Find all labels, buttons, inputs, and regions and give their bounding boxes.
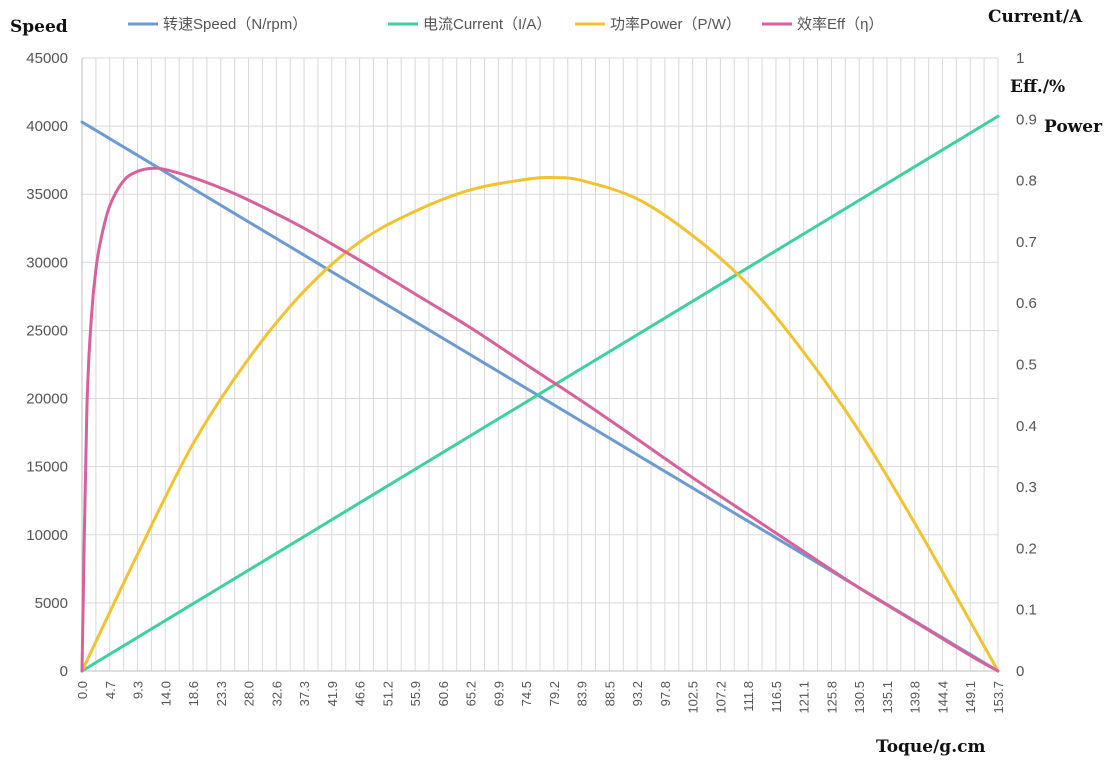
x-tick-label: 139.8 [908,681,923,714]
x-tick-label: 32.6 [269,681,284,706]
legend-label: 电流Current（I/A） [423,16,551,33]
legend-item-speed: 转速Speed（N/rpm） [128,16,307,33]
x-tick-label: 121.1 [797,681,812,714]
legend-label: 转速Speed（N/rpm） [163,16,307,33]
y-tick-label-right: 0.7 [1016,234,1037,251]
y-tick-label-right: 0.4 [1016,418,1037,435]
x-tick-label: 46.6 [353,681,368,706]
x-tick-label: 18.6 [186,681,201,706]
x-tick-label: 149.1 [963,681,978,714]
x-tick-label: 9.3 [131,681,146,699]
y-tick-label-right: 0.6 [1016,295,1037,312]
legend-label: 效率Eff（η） [797,16,883,33]
x-tick-label: 65.2 [464,681,479,706]
y-axis-right-title-power: Power [1044,117,1103,137]
x-tick-label: 14.0 [158,681,173,706]
x-tick-label: 69.9 [491,681,506,706]
y-tick-label-left: 45000 [26,50,68,67]
y-tick-label-right: 1 [1016,50,1024,67]
x-tick-label: 0.0 [75,681,90,699]
series-lines [80,114,1000,673]
x-tick-label: 111.8 [741,681,756,712]
legend-item-power: 功率Power（P/W） [575,16,741,33]
x-tick-label: 51.2 [380,681,395,706]
series-power-line [80,175,1000,673]
x-axis-title: Toque/g.cm [876,737,985,757]
y-axis-right-title-eff: Eff./% [1010,77,1065,97]
x-tick-label: 23.3 [214,681,229,706]
tick-labels: 0 5000 10000 15000 20000 25000 30000 35000 40000… [26,50,1037,714]
y-axis-left-title: Speed [10,17,68,37]
x-tick-label: 55.9 [408,681,423,706]
y-tick-label-left: 30000 [26,254,68,271]
legend-item-current: 电流Current（I/A） [388,16,551,33]
x-tick-label: 144.4 [935,681,950,714]
y-axis-right-title-current: Current/A [988,7,1083,27]
grid-lines [82,57,999,671]
legend: 转速Speed（N/rpm） 电流Current（I/A） 功率Power（P/W）… [128,16,883,33]
y-tick-label-left: 0 [60,663,68,680]
y-tick-label-right: 0.3 [1016,479,1037,496]
y-tick-label-left: 35000 [26,186,68,203]
series-eff-line [80,166,1000,673]
x-tick-label: 4.7 [103,681,118,699]
y-tick-label-left: 40000 [26,118,68,135]
x-tick-label: 93.2 [630,681,645,706]
y-tick-label-right: 0.8 [1016,173,1037,190]
x-tick-label: 28.0 [242,681,257,706]
y-tick-label-left: 5000 [35,595,68,612]
x-tick-label: 41.9 [325,681,340,706]
x-tick-label: 60.6 [436,681,451,706]
y-tick-label-right: 0.9 [1016,111,1037,128]
x-tick-label: 135.1 [880,681,895,714]
y-tick-label-right: 0.1 [1016,602,1037,619]
y-tick-label-left: 10000 [26,527,68,544]
y-tick-label-left: 20000 [26,391,68,408]
x-tick-label: 88.5 [602,681,617,706]
x-tick-label: 97.8 [658,681,673,706]
y-tick-label-right: 0 [1016,663,1024,680]
y-tick-label-right: 0.5 [1016,357,1037,374]
legend-label: 功率Power（P/W） [610,16,741,33]
x-tick-label: 37.3 [297,681,312,706]
x-tick-label: 130.5 [852,681,867,714]
legend-item-eff: 效率Eff（η） [762,16,883,33]
x-tick-label: 83.9 [575,681,590,706]
x-tick-label: 153.7 [991,681,1006,714]
x-tick-label: 125.8 [824,681,839,714]
y-tick-label-left: 25000 [26,322,68,339]
axes [81,58,998,672]
y-tick-label-right: 0.2 [1016,540,1037,557]
series-current-line [80,114,1000,673]
y-tick-label-left: 15000 [26,459,68,476]
x-tick-label: 102.5 [686,681,701,714]
x-tick-label: 79.2 [547,681,562,706]
x-tick-label: 74.5 [519,681,534,706]
x-tick-label: 116.5 [769,681,784,713]
x-tick-label: 107.2 [713,681,728,714]
